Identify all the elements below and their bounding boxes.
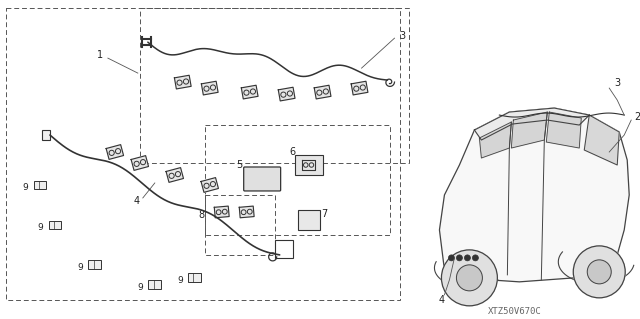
Bar [42,130,50,140]
Text: 8: 8 [198,210,205,220]
Circle shape [465,255,470,261]
Polygon shape [239,206,254,218]
FancyBboxPatch shape [244,167,281,191]
Circle shape [449,255,454,261]
Polygon shape [474,108,589,140]
Text: 6: 6 [289,147,296,157]
Text: 7: 7 [321,209,328,219]
Text: 4: 4 [438,295,445,305]
Bar [148,280,161,289]
Polygon shape [547,112,581,148]
Bar [205,195,275,255]
Polygon shape [302,160,315,170]
Polygon shape [511,112,547,148]
Polygon shape [166,167,184,182]
Text: XTZ50V670C: XTZ50V670C [488,307,541,316]
Polygon shape [175,75,191,89]
Polygon shape [479,122,511,158]
Bar [49,220,61,229]
Polygon shape [351,81,368,95]
Bar [88,261,101,269]
Polygon shape [314,85,331,99]
Text: 3: 3 [399,31,406,41]
Bar [298,210,319,230]
Circle shape [588,260,611,284]
Text: 5: 5 [263,174,268,183]
Bar [140,8,410,163]
Circle shape [472,255,479,261]
Text: 9: 9 [77,263,83,272]
Polygon shape [106,145,124,160]
Polygon shape [131,156,148,170]
Text: 9: 9 [137,283,143,292]
Circle shape [573,246,625,298]
Polygon shape [241,85,258,99]
Circle shape [456,265,483,291]
Text: 9: 9 [37,223,43,233]
Text: 4: 4 [134,196,140,206]
Circle shape [442,250,497,306]
Bar [205,125,390,235]
Text: 1: 1 [97,50,103,60]
Polygon shape [214,206,229,218]
Text: 9: 9 [177,276,183,286]
Bar [33,181,46,189]
Bar [275,240,292,258]
Bar [188,273,201,282]
Circle shape [456,255,463,261]
Bar [294,155,323,175]
Text: 9: 9 [22,183,28,192]
Polygon shape [440,108,629,282]
Bar [6,8,401,300]
Polygon shape [202,81,218,95]
Text: 2: 2 [634,112,640,122]
Text: 3: 3 [614,78,620,88]
Polygon shape [278,87,295,101]
Text: 5: 5 [236,160,243,170]
Polygon shape [201,178,218,192]
Polygon shape [584,115,620,165]
